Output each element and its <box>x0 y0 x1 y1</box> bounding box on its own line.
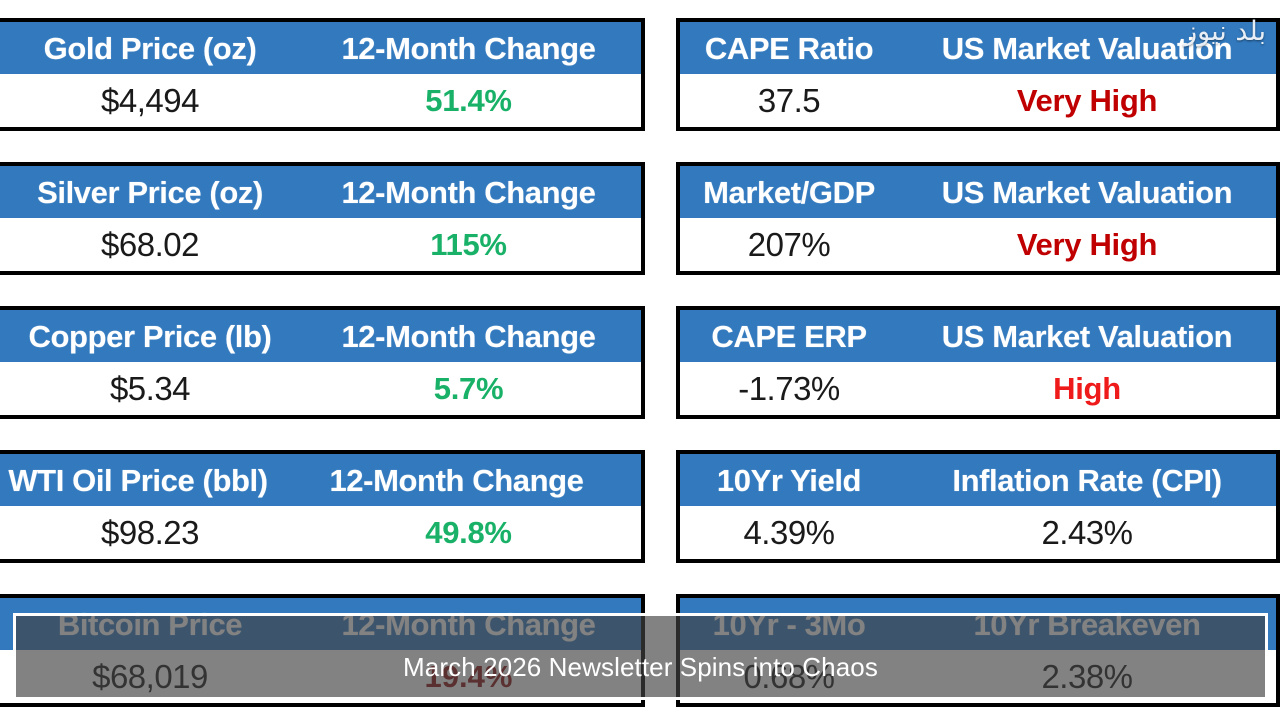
metric-label-secondary: 12-Month Change <box>341 318 596 354</box>
metric-label-secondary: 12-Month Change <box>341 30 596 66</box>
card-header-row: Market/GDP US Market Valuation <box>680 166 1276 218</box>
metric-card-cape-ratio: CAPE Ratio US Market Valuation 37.5 Very… <box>676 18 1280 131</box>
metric-value-secondary: 2.43% <box>1041 513 1133 551</box>
metric-value-primary: $98.23 <box>101 513 199 551</box>
metric-value-secondary: 49.8% <box>425 514 512 550</box>
metric-card-market-gdp: Market/GDP US Market Valuation 207% Very… <box>676 162 1280 275</box>
metric-value-secondary: 115% <box>430 226 507 262</box>
metric-card-10yr-yield: 10Yr Yield Inflation Rate (CPI) 4.39% 2.… <box>676 450 1280 563</box>
card-header-row: CAPE Ratio US Market Valuation <box>680 22 1276 74</box>
metric-value-secondary: Very High <box>1016 226 1158 262</box>
metric-label-primary: CAPE ERP <box>711 318 867 354</box>
metric-label-primary: CAPE Ratio <box>704 30 874 66</box>
metric-label-primary: Gold Price (oz) <box>43 30 257 66</box>
headline-overlay-title: March 2026 Newsletter Spins into Chaos <box>403 652 878 682</box>
card-header-row: Copper Price (lb) 12-Month Change <box>0 310 641 362</box>
metric-value-primary: 37.5 <box>757 81 821 119</box>
metric-card-copper: Copper Price (lb) 12-Month Change $5.34 … <box>0 306 645 419</box>
card-header-row: CAPE ERP US Market Valuation <box>680 310 1276 362</box>
card-value-row: $4,494 51.4% <box>0 74 641 126</box>
metric-label-primary: Market/GDP <box>703 174 875 210</box>
headline-overlay-banner: March 2026 Newsletter Spins into Chaos <box>13 613 1268 700</box>
metric-value-secondary: Very High <box>1016 82 1158 118</box>
metric-label-secondary: US Market Valuation <box>941 30 1233 66</box>
metric-label-primary: 10Yr Yield <box>716 462 862 498</box>
metric-label-primary: Copper Price (lb) <box>28 318 272 354</box>
card-value-row: $5.34 5.7% <box>0 362 641 414</box>
metric-value-secondary: 51.4% <box>425 82 512 118</box>
card-value-row: -1.73% High <box>680 362 1276 414</box>
card-header-row: Silver Price (oz) 12-Month Change <box>0 166 641 218</box>
card-value-row: 4.39% 2.43% <box>680 506 1276 558</box>
metric-value-primary: 4.39% <box>743 513 835 551</box>
card-header-row: 10Yr Yield Inflation Rate (CPI) <box>680 454 1276 506</box>
metric-value-primary: 207% <box>747 225 831 263</box>
card-value-row: 37.5 Very High <box>680 74 1276 126</box>
metric-label-primary: Silver Price (oz) <box>37 174 263 210</box>
metric-label-primary: WTI Oil Price (bbl) <box>8 462 268 498</box>
metric-label-secondary: US Market Valuation <box>941 174 1233 210</box>
metric-card-gold: Gold Price (oz) 12-Month Change $4,494 5… <box>0 18 645 131</box>
card-header-row: WTI Oil Price (bbl) 12-Month Change <box>0 454 641 506</box>
metric-value-primary: -1.73% <box>738 369 840 407</box>
metric-label-secondary: Inflation Rate (CPI) <box>952 462 1222 498</box>
card-header-row: Gold Price (oz) 12-Month Change <box>0 22 641 74</box>
metric-value-secondary: 5.7% <box>433 370 504 406</box>
metric-card-wti-oil: WTI Oil Price (bbl) 12-Month Change $98.… <box>0 450 645 563</box>
card-value-row: 207% Very High <box>680 218 1276 270</box>
metric-card-cape-erp: CAPE ERP US Market Valuation -1.73% High <box>676 306 1280 419</box>
card-value-row: $68.02 115% <box>0 218 641 270</box>
metric-label-secondary: US Market Valuation <box>941 318 1233 354</box>
metric-card-silver: Silver Price (oz) 12-Month Change $68.02… <box>0 162 645 275</box>
metric-value-primary: $68.02 <box>101 225 199 263</box>
metric-value-primary: $4,494 <box>101 81 199 119</box>
metric-value-secondary: High <box>1053 370 1121 406</box>
card-value-row: $98.23 49.8% <box>0 506 641 558</box>
metric-value-primary: $5.34 <box>109 369 191 407</box>
metric-label-secondary: 12-Month Change <box>341 174 596 210</box>
metric-label-secondary: 12-Month Change <box>329 462 584 498</box>
